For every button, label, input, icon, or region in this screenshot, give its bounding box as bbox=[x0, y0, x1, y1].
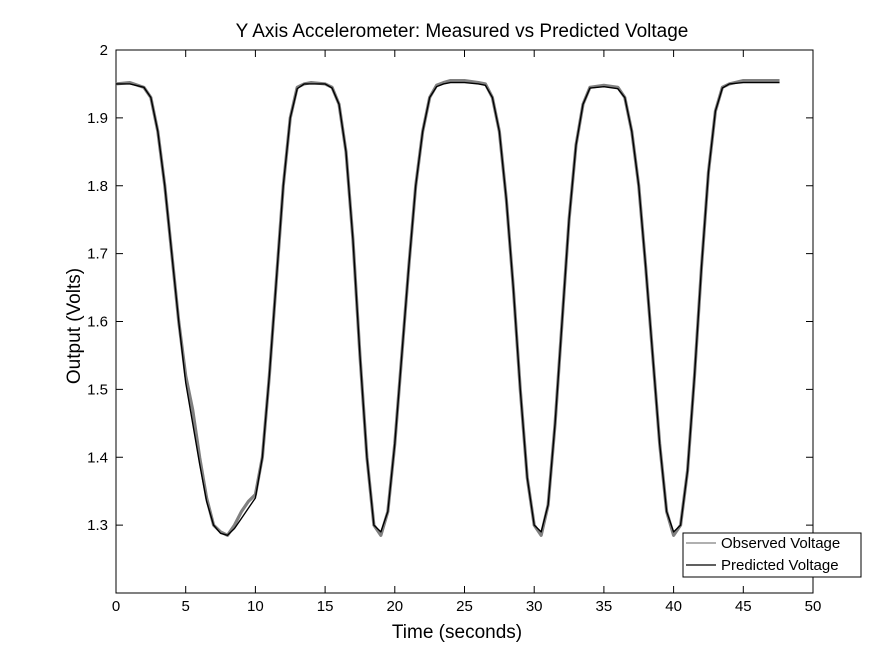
x-tick-label-0: 0 bbox=[112, 598, 120, 615]
y-ticks: 1.3 1.4 1.5 1.6 1.7 1.8 1.9 2 bbox=[87, 42, 813, 534]
series-line-predicted-voltage bbox=[116, 81, 780, 537]
x-tick-label-8: 40 bbox=[665, 598, 682, 615]
y-tick-label-2: 1.5 bbox=[87, 381, 108, 398]
series-line-observed-voltage bbox=[115, 78, 780, 537]
series-layer bbox=[115, 78, 780, 537]
y-axis-label: Output (Volts) bbox=[64, 268, 85, 384]
plot-area: 0 5 10 15 20 25 30 35 40 45 50 1.31.41.51.61.71.81… bbox=[87, 42, 821, 615]
y-tick-label-5: 1.8 bbox=[87, 178, 108, 195]
axes-box bbox=[115, 49, 814, 594]
legend-label-observed: Observed Voltage bbox=[721, 535, 840, 552]
y-tick-label-1: 1.4 bbox=[87, 449, 108, 466]
x-tick-label-1: 5 bbox=[182, 598, 190, 615]
x-tick-label-4: 20 bbox=[386, 598, 403, 615]
legend: Observed Voltage Predicted Voltage bbox=[682, 532, 862, 578]
x-axis-label: Time (seconds) bbox=[392, 622, 522, 643]
y-tick-label-4: 1.7 bbox=[87, 246, 108, 263]
x-tick-label-3: 15 bbox=[317, 598, 334, 615]
chart-title: Y Axis Accelerometer: Measured vs Predic… bbox=[236, 21, 689, 42]
x-tick-label-2: 10 bbox=[247, 598, 264, 615]
x-tick-label-5: 25 bbox=[456, 598, 473, 615]
x-ticks: 0 5 10 15 20 25 30 35 40 45 50 bbox=[112, 50, 822, 615]
x-tick-label-7: 35 bbox=[596, 598, 613, 615]
y-tick-label-6: 1.9 bbox=[87, 110, 108, 127]
y-tick-label-0: 1.3 bbox=[87, 517, 108, 534]
x-tick-label-6: 30 bbox=[526, 598, 543, 615]
x-tick-label-10: 50 bbox=[805, 598, 822, 615]
legend-label-predicted: Predicted Voltage bbox=[721, 557, 839, 574]
legend-box bbox=[682, 532, 862, 578]
y-tick-label-7: 2 bbox=[100, 42, 108, 59]
x-tick-label-9: 45 bbox=[735, 598, 752, 615]
y-tick-label-3: 1.6 bbox=[87, 314, 108, 331]
